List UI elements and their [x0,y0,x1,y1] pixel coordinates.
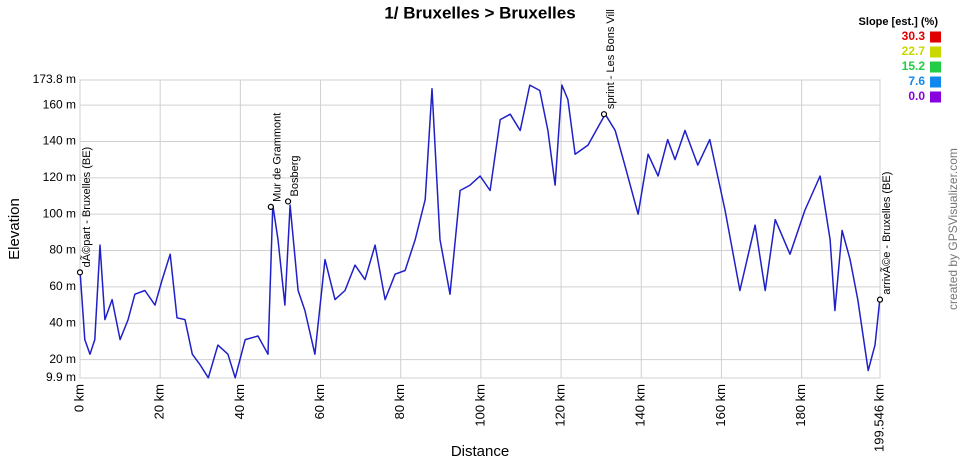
legend-swatch [930,31,941,43]
legend-label: 7.6 [908,74,925,88]
legend-swatch [930,46,941,58]
x-axis-label: Distance [451,443,509,460]
legend-label: 15.2 [902,59,926,73]
x-tick-label: 199.546 km [871,384,886,452]
legend-swatch [930,61,941,73]
x-tick-label: 120 km [553,384,568,427]
elevation-line [79,84,881,379]
x-tick-label: 180 km [793,384,808,427]
legend-swatch [930,91,941,103]
x-tick-label: 160 km [713,384,728,427]
y-tick-label: 40 m [49,315,76,329]
x-tick-label: 140 km [633,384,648,427]
credit: created by GPSVisualizer.com [946,148,960,310]
legend-label: 22.7 [902,44,926,58]
waypoint-label: sprint - Les Bons Vill [605,9,617,109]
y-tick-label: 20 m [49,352,76,366]
plot-area [79,79,881,379]
y-axis-label: Elevation [6,198,23,260]
waypoint-label: arrivÃ©e - Bruxelles (BE) [880,172,893,295]
legend-label: 30.3 [902,29,926,43]
y-tick-label: 140 m [43,134,76,148]
legend-title: Slope [est.] (%) [859,16,939,28]
y-tick-label: 100 m [43,206,76,220]
x-tick-label: 100 km [472,384,487,427]
waypoint-marker [600,111,608,118]
y-tick-label: 120 m [43,170,76,184]
waypoint-marker [267,203,274,211]
y-tick-label: 160 m [43,97,76,111]
waypoint-label: dÃ©part - Bruxelles (BE) [80,147,93,268]
waypoint-label: Mur de Grammont [272,113,284,202]
x-tick-label: 20 km [152,384,167,419]
waypoint-marker [876,296,884,303]
y-tick-label: 80 m [49,243,76,257]
x-tick-label: 40 km [232,384,247,419]
y-tick-label: 60 m [49,279,76,293]
x-tick-label: 0 km [71,384,86,412]
waypoint-marker [76,269,84,276]
waypoint-marker [284,198,292,205]
legend-label: 0.0 [908,89,925,103]
legend-swatch [930,76,941,88]
x-tick-label: 80 km [392,384,407,419]
y-tick-label: 173.8 m [33,72,76,86]
y-tick-label: 9.9 m [46,370,76,384]
waypoint-label: Bosberg [289,155,301,196]
chart-title: 1/ Bruxelles > Bruxelles [384,3,575,22]
x-tick-label: 60 km [312,384,327,419]
